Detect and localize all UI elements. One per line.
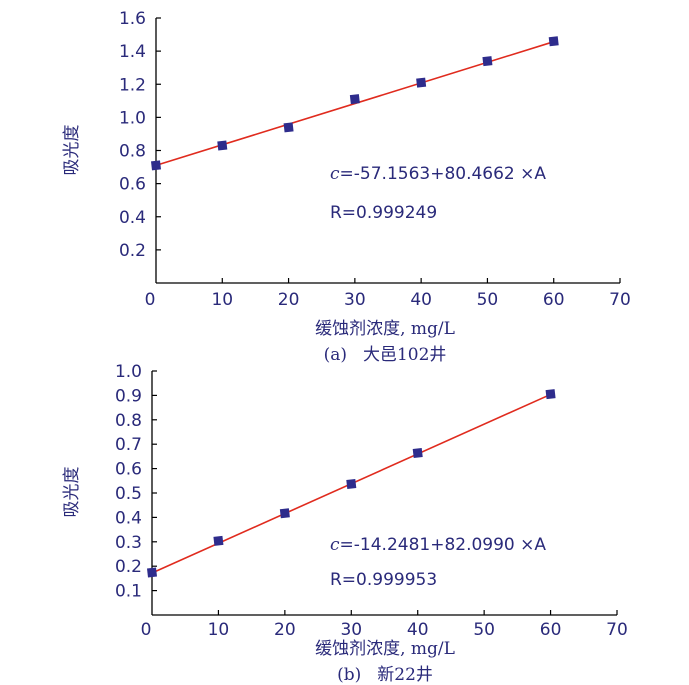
panel-b-r-value: R=0.999953 [330,570,437,590]
panel-a-xtick-label: 40 [410,290,432,310]
panel-a-ytick-label: 0.4 [119,208,146,228]
panel-b-ytick-label: 0.5 [115,484,142,504]
panel-b-ytick-label: 0.6 [115,460,142,480]
panel-a-data-point [548,36,559,47]
panel-a-data-point [283,122,294,133]
panel-a-xtick-label: 60 [543,290,565,310]
panel-a-ytick-labels: 0.2 0.4 0.6 0.8 1.0 1.2 1.4 1.6 [119,9,146,261]
panel-a-ytick-label: 1.0 [119,108,146,128]
panel-b-tick-marks [152,370,618,615]
panel-a-xtick-label: 0 [145,290,156,310]
panel-b-ytick-label: 0.2 [115,557,142,577]
panel-a-data-point [151,160,161,171]
panel-a-xlabel: 缓蚀剂浓度, mg/L [315,319,455,339]
panel-b-xtick-label: 30 [340,620,362,640]
panel-a-data-point [482,56,493,67]
panel-b-xtick-label: 60 [540,620,562,640]
panel-a-ytick-label: 1.2 [119,75,146,95]
panel-b-ytick-label: 0.9 [115,386,142,406]
panel-a-ytick-label: 0.2 [119,241,146,261]
panel-b-caption-text: 新22井 [377,665,433,685]
panel-b-data-points [147,389,556,578]
panel-a: 0.2 0.4 0.6 0.8 1.0 1.2 1.4 1.6 0 10 20 30 40 50 60 70… [62,9,631,365]
panel-b-xlabel: 缓蚀剂浓度, mg/L [315,639,455,659]
panel-b-xtick-label: 10 [208,620,230,640]
panel-a-equation-var: c [330,164,340,184]
panel-a-tick-marks [156,17,621,283]
panel-b-ytick-label: 0.4 [115,508,142,528]
panel-a-data-point [217,140,228,151]
panel-a-xtick-labels: 0 10 20 30 40 50 60 70 [145,290,631,310]
panel-b-data-point [412,447,423,458]
panel-b-caption: (b) 新22井 [337,665,433,685]
panel-a-ytick-label: 0.8 [119,142,146,162]
panel-b-xtick-labels: 0 10 20 30 40 50 60 70 [141,620,628,640]
panel-b-ytick-label: 0.1 [115,582,142,602]
panel-b-ytick-label: 0.7 [115,435,142,455]
panel-b-ytick-label: 0.3 [115,533,142,553]
panel-b-data-point [346,478,357,489]
panel-b-data-point [147,567,157,578]
panel-b-xtick-label: 0 [141,620,152,640]
panel-b-ytick-labels: 0.1 0.2 0.3 0.4 0.5 0.6 0.7 0.8 0.9 1.0 [115,362,142,602]
panel-a-r-value: R=0.999249 [330,203,437,223]
panel-a-xtick-label: 10 [211,290,233,310]
panel-a-xtick-label: 50 [477,290,499,310]
panel-a-caption: (a) 大邑102井 [324,345,447,365]
panel-a-equation-rest: =-57.1563+80.4662 ×A [340,164,547,184]
panel-a-xtick-label: 30 [344,290,366,310]
panel-b-data-point [279,508,290,519]
panel-b-ytick-label: 1.0 [115,362,142,382]
panel-a-data-point [349,94,360,105]
panel-b-equation-var: c [330,535,340,555]
panel-b-data-point [545,389,556,400]
panel-a-equation: c=-57.1563+80.4662 ×A [330,164,546,184]
panel-b-ytick-label: 0.8 [115,411,142,431]
panel-a-ytick-label: 1.6 [119,9,146,29]
panel-b-xtick-label: 40 [407,620,429,640]
panel-b-equation: c=-14.2481+82.0990 ×A [330,535,546,555]
panel-b-equation-rest: =-14.2481+82.0990 ×A [340,535,547,555]
panel-a-ylabel: 吸光度 [62,125,82,176]
panel-a-xtick-label: 20 [278,290,300,310]
panel-a-ytick-label: 0.6 [119,175,146,195]
panel-b-data-point [213,535,224,546]
panel-b-xtick-label: 20 [274,620,296,640]
panel-a-caption-text: 大邑102井 [363,345,446,365]
panel-a-data-points [151,36,559,171]
panel-b-panel-label: (b) [337,665,361,685]
panel-a-data-point [416,77,427,88]
panel-b-xtick-label: 50 [473,620,495,640]
panel-b: 0.1 0.2 0.3 0.4 0.5 0.6 0.7 0.8 0.9 1.0 0 10 20 30 40… [62,362,628,685]
panel-a-xtick-label: 70 [609,290,631,310]
panel-b-xtick-label: 70 [606,620,628,640]
panel-a-panel-label: (a) [324,345,347,365]
panel-a-ytick-label: 1.4 [119,42,146,62]
panel-b-ylabel: 吸光度 [62,467,82,518]
